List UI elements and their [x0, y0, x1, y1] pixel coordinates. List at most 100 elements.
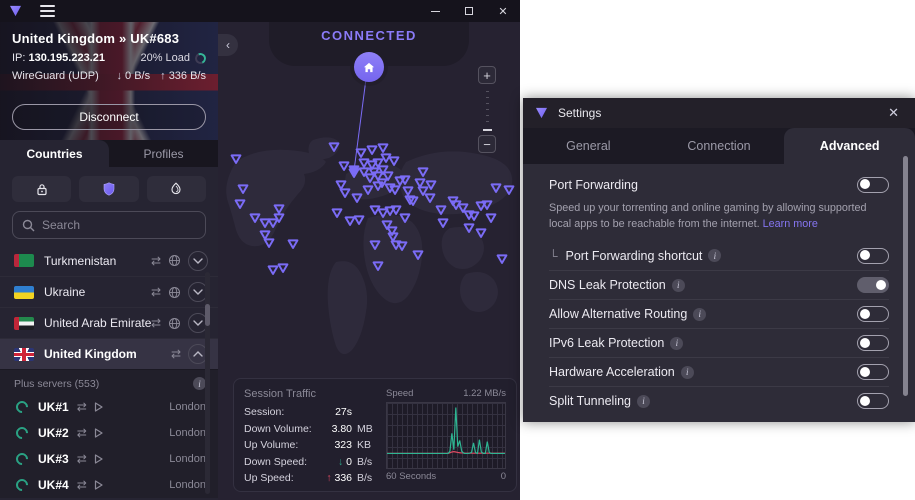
server-location-marker[interactable]: [417, 165, 430, 183]
zoom-slider-handle[interactable]: [482, 129, 492, 131]
sidebar-collapse-button[interactable]: ‹: [218, 34, 238, 56]
zoom-in-button[interactable]: +: [478, 66, 496, 84]
tor-filter-button[interactable]: [146, 176, 206, 202]
server-location-marker[interactable]: [474, 226, 487, 244]
server-location-marker[interactable]: [387, 230, 400, 248]
play-icon[interactable]: [94, 454, 103, 464]
learn-more-link[interactable]: Learn more: [762, 217, 818, 230]
toggle-dns-leak-protection[interactable]: [857, 277, 889, 294]
server-location-marker[interactable]: [384, 204, 397, 222]
server-location-marker[interactable]: [402, 184, 415, 202]
server-location-marker[interactable]: [273, 211, 286, 229]
settings-tab-connection[interactable]: Connection: [687, 139, 751, 153]
server-row-uk3[interactable]: UK#3 ⇄ London: [0, 446, 218, 472]
server-location-marker[interactable]: [398, 173, 411, 191]
info-icon[interactable]: i: [708, 249, 722, 263]
server-location-marker[interactable]: [258, 216, 271, 234]
minimize-button[interactable]: [418, 0, 452, 22]
toggle-ipv6-leak-protection[interactable]: [857, 335, 889, 352]
search-input[interactable]: [42, 218, 182, 232]
server-location-marker[interactable]: [367, 165, 380, 183]
server-location-marker[interactable]: [411, 248, 424, 266]
server-location-marker[interactable]: [407, 194, 420, 212]
sidebar-scrollbar-thumb[interactable]: [205, 304, 210, 326]
server-location-marker[interactable]: [377, 141, 390, 159]
server-location-marker[interactable]: [413, 176, 426, 194]
server-location-marker[interactable]: [364, 171, 377, 189]
shield-filter-button[interactable]: [79, 176, 139, 202]
play-icon[interactable]: [94, 402, 103, 412]
connected-location-marker[interactable]: [347, 163, 360, 181]
server-location-marker[interactable]: [377, 206, 390, 224]
server-location-marker[interactable]: [380, 218, 393, 236]
server-location-marker[interactable]: [372, 259, 385, 277]
play-icon[interactable]: [94, 480, 103, 490]
server-location-marker[interactable]: [352, 213, 365, 231]
server-location-marker[interactable]: [344, 214, 357, 232]
close-button[interactable]: ✕: [498, 5, 508, 18]
expand-toggle[interactable]: [188, 250, 208, 271]
zoom-slider-track[interactable]: [485, 91, 489, 122]
server-location-marker[interactable]: [263, 236, 276, 254]
hamburger-menu-icon[interactable]: [40, 5, 55, 17]
server-location-marker[interactable]: [388, 183, 401, 201]
server-location-marker[interactable]: [355, 146, 368, 164]
server-location-marker[interactable]: [393, 174, 406, 192]
server-location-marker[interactable]: [390, 203, 403, 221]
toggle-port-forwarding[interactable]: [857, 176, 889, 193]
server-location-marker[interactable]: [339, 186, 352, 204]
server-location-marker[interactable]: [362, 183, 375, 201]
info-icon[interactable]: i: [637, 394, 651, 408]
info-icon[interactable]: i: [680, 365, 694, 379]
server-location-marker[interactable]: [266, 216, 279, 234]
info-icon[interactable]: i: [693, 307, 707, 321]
server-row-uk4[interactable]: UK#4 ⇄ London: [0, 472, 218, 498]
sidebar-scrollbar[interactable]: [205, 272, 210, 494]
server-location-marker[interactable]: [425, 178, 438, 196]
server-location-marker[interactable]: [273, 202, 286, 220]
info-icon[interactable]: i: [670, 336, 684, 350]
server-location-marker[interactable]: [382, 169, 395, 187]
server-location-marker[interactable]: [489, 181, 502, 199]
server-location-marker[interactable]: [372, 156, 385, 174]
server-location-marker[interactable]: [385, 224, 398, 242]
settings-scrollbar-thumb[interactable]: [903, 156, 908, 396]
toggle-port-forwarding-shortcut[interactable]: [857, 247, 889, 264]
server-location-marker[interactable]: [237, 182, 250, 200]
server-location-marker[interactable]: [334, 178, 347, 196]
secure-core-button[interactable]: [12, 176, 72, 202]
info-icon[interactable]: i: [671, 278, 685, 292]
server-location-marker[interactable]: [327, 140, 340, 158]
server-location-marker[interactable]: [357, 165, 370, 183]
server-location-marker[interactable]: [357, 156, 370, 174]
maximize-button[interactable]: [452, 0, 486, 22]
server-location-marker[interactable]: [276, 261, 289, 279]
server-location-marker[interactable]: [258, 228, 271, 246]
server-location-marker[interactable]: [337, 159, 350, 177]
server-location-marker[interactable]: [456, 201, 469, 219]
play-icon[interactable]: [94, 428, 103, 438]
server-location-marker[interactable]: [481, 198, 494, 216]
server-location-marker[interactable]: [395, 239, 408, 257]
settings-tab-general[interactable]: General: [566, 139, 611, 153]
settings-close-button[interactable]: ✕: [888, 105, 899, 120]
country-row-ua[interactable]: Ukraine ⇄: [0, 276, 218, 307]
zoom-out-button[interactable]: −: [478, 135, 496, 153]
server-location-marker[interactable]: [365, 158, 378, 176]
settings-tab-advanced[interactable]: Advanced: [784, 128, 915, 164]
server-location-marker[interactable]: [423, 191, 436, 209]
sidebar-tab-profiles[interactable]: Profiles: [143, 146, 184, 161]
server-location-marker[interactable]: [375, 176, 388, 194]
server-row-uk1[interactable]: UK#1 ⇄ London: [0, 394, 218, 420]
server-row-uk2[interactable]: UK#2 ⇄ London: [0, 420, 218, 446]
info-icon[interactable]: i: [193, 377, 206, 390]
sidebar-tab-countries[interactable]: Countries: [0, 140, 109, 167]
server-location-marker[interactable]: [369, 203, 382, 221]
server-location-marker[interactable]: [388, 154, 401, 172]
server-location-marker[interactable]: [502, 183, 515, 201]
server-location-marker[interactable]: [379, 151, 392, 169]
server-location-marker[interactable]: [468, 209, 481, 227]
server-location-marker[interactable]: [484, 211, 497, 229]
server-location-marker[interactable]: [474, 199, 487, 217]
server-location-marker[interactable]: [372, 169, 385, 187]
